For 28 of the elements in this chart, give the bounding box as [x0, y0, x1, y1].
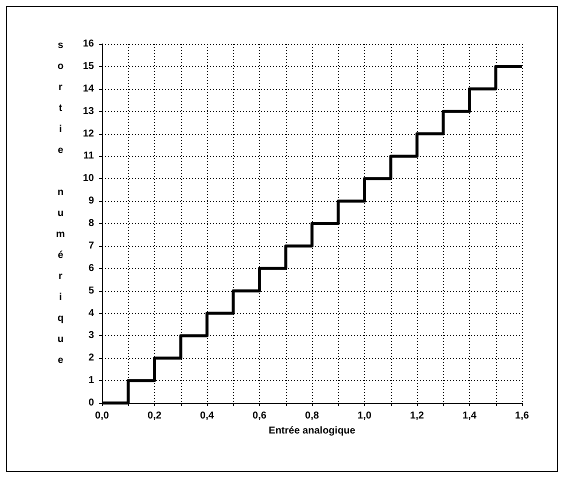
y-tick-label: 10 [82, 173, 94, 184]
y-tick-label: 11 [83, 150, 94, 162]
x-tick-label: 0,0 [95, 410, 110, 422]
y-tick-label: 8 [88, 218, 94, 229]
y-tick-label: 16 [82, 38, 94, 50]
y-tick-label: 0 [88, 398, 94, 408]
x-tick-label: 0,8 [305, 410, 320, 422]
y-tick-label: 9 [88, 196, 94, 207]
y-axis-title: sortie numérique [55, 40, 66, 376]
y-tick-label: 14 [82, 83, 94, 94]
y-tick-label: 6 [88, 262, 94, 274]
x-tick-label: 1,4 [462, 410, 477, 422]
x-tick-label: 1,2 [410, 410, 424, 422]
x-tick-label: 0,6 [252, 410, 267, 422]
y-tick-label: 4 [88, 308, 94, 319]
y-tick-label: 3 [88, 330, 94, 342]
x-tick-label: 1,0 [358, 410, 372, 422]
y-tick-label: 15 [82, 60, 94, 72]
x-tick-label: 0,2 [148, 410, 162, 422]
y-tick-label: 5 [88, 285, 94, 296]
x-axis-title: Entrée analogique [268, 425, 356, 436]
x-tick-label: 0,4 [200, 410, 214, 422]
y-tick-label: 1 [88, 375, 94, 386]
x-tick-label: 1,6 [515, 410, 530, 422]
y-tick-label: 7 [88, 240, 94, 252]
y-tick-label: 13 [82, 106, 94, 117]
y-tick-label: 12 [82, 128, 94, 140]
y-tick-label: 2 [88, 352, 94, 364]
